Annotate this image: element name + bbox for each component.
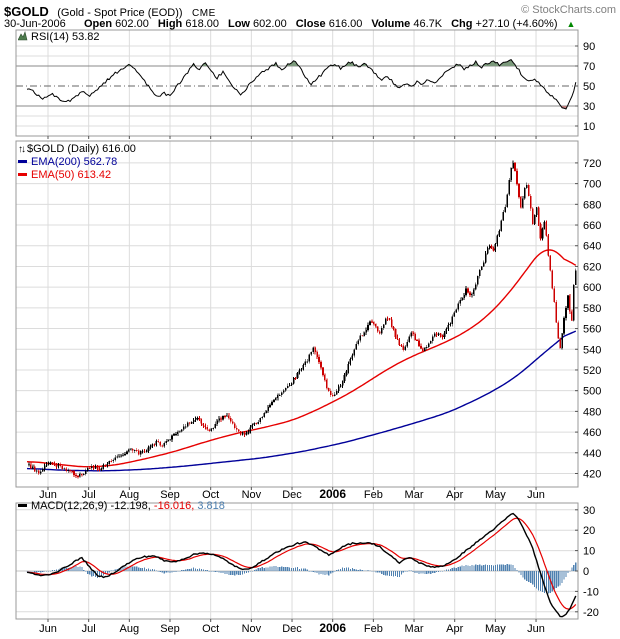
- x-axis-month-label: Jun: [39, 623, 57, 635]
- ema50-legend-row: EMA(50) 613.42: [18, 169, 136, 182]
- x-axis-month-label: May: [485, 623, 506, 635]
- rsi-legend: RSI(14) 53.82: [17, 31, 100, 44]
- x-axis-month-label: Feb: [364, 623, 383, 635]
- x-axis-month-label: Nov: [242, 623, 262, 635]
- y-axis-tick: -20: [583, 607, 599, 619]
- y-axis-tick: 680: [583, 199, 601, 211]
- y-axis-tick: 560: [583, 324, 601, 336]
- candlesticks: [28, 160, 577, 479]
- y-axis-tick: 600: [583, 282, 601, 294]
- rsi-plot: 90 70 50 30 10: [15, 29, 595, 139]
- x-axis-month-label: Dec: [282, 623, 302, 635]
- ema200-line-swatch: [18, 159, 27, 163]
- price-legend-row: ↑↓ $GOLD (Daily) 616.00: [18, 143, 136, 156]
- y-axis-tick: 500: [583, 386, 601, 398]
- quote-field: Chg +27.10 (+4.60%): [451, 18, 558, 30]
- x-axis-month-label: Oct: [202, 623, 219, 635]
- x-axis-month-label: Apr: [446, 489, 463, 501]
- y-axis-tick: 620: [583, 261, 601, 273]
- x-axis-labels-bottom: Jun Jul Aug Sep Oct Nov Dec 2006 Feb Mar Apr May Jun: [39, 621, 545, 635]
- quote-field: Open 602.00: [84, 18, 149, 30]
- quote-field: High 618.00: [157, 18, 219, 30]
- ticker-symbol: $GOLD: [4, 4, 49, 19]
- candlestick-type-icon: ↑↓: [18, 144, 26, 155]
- y-axis-tick: 640: [583, 241, 601, 253]
- stockcharts-credit-link[interactable]: © StockCharts.com: [521, 4, 616, 16]
- macd-plot: 30 20 10 0 -10 -20: [15, 502, 599, 622]
- x-axis-month-label: May: [485, 489, 506, 501]
- y-axis-tick: 700: [583, 179, 601, 191]
- y-axis-tick: 460: [583, 427, 601, 439]
- x-axis-month-label: Sep: [160, 623, 180, 635]
- x-axis-month-label: Mar: [405, 489, 424, 501]
- y-axis-tick: -10: [583, 586, 599, 598]
- y-axis-tick: 520: [583, 365, 601, 377]
- y-axis-tick: 420: [583, 469, 601, 481]
- quote-field: Volume 46.7K: [371, 18, 443, 30]
- x-axis-month-label: Jul: [82, 489, 96, 501]
- y-axis-tick: 440: [583, 448, 601, 460]
- x-axis-month-label: 2006: [319, 487, 346, 501]
- y-axis-tick: 30: [583, 505, 595, 517]
- x-axis-month-label: Feb: [364, 489, 383, 501]
- price-plot: 720 700 680 660 640 620 600 580 560 540 520 500 480 4…: [15, 140, 601, 490]
- x-axis-month-label: Oct: [202, 489, 219, 501]
- ema50-legend-label: EMA(50) 613.42: [31, 169, 112, 181]
- exchange-label: CME: [192, 8, 216, 19]
- x-axis-month-label: Apr: [446, 623, 463, 635]
- x-axis-month-label: Dec: [282, 489, 302, 501]
- macd-histogram: [26, 562, 577, 594]
- x-axis-month-label: Jun: [527, 623, 545, 635]
- x-axis-month-label: Sep: [160, 489, 180, 501]
- y-axis-tick: 540: [583, 344, 601, 356]
- x-axis-month-label: Jul: [82, 623, 96, 635]
- x-axis-month-label: Aug: [120, 623, 140, 635]
- macd-line-swatch: [18, 503, 27, 507]
- quote-date: 30-Jun-2006: [4, 18, 66, 30]
- rsi-mountain-icon: [17, 31, 28, 41]
- quote-fields: Open 602.00 High 618.00 Low 602.00 Close 61…: [84, 18, 567, 30]
- y-axis-tick: 90: [583, 41, 595, 53]
- rsi-legend-label: RSI(14) 53.82: [31, 31, 100, 43]
- y-axis-tick: 30: [583, 101, 595, 113]
- ema200-legend-label: EMA(200) 562.78: [31, 156, 118, 168]
- instrument-name: (Gold - Spot Price (EOD)): [57, 7, 183, 19]
- ema200-legend-row: EMA(200) 562.78: [18, 156, 136, 169]
- y-axis-tick: 20: [583, 525, 595, 537]
- x-axis-month-label: Jun: [39, 489, 57, 501]
- x-axis-month-label: Aug: [120, 489, 140, 501]
- x-axis-labels-mid: Jun Jul Aug Sep Oct Nov Dec 2006 Feb Mar Apr May Jun: [39, 487, 545, 501]
- signal-value: -16.016,: [153, 500, 195, 512]
- y-axis-tick: 580: [583, 303, 601, 315]
- change-up-arrow: ▲: [566, 19, 576, 29]
- y-axis-tick: 10: [583, 546, 595, 558]
- price-legend-label: $GOLD (Daily) 616.00: [27, 143, 136, 155]
- x-axis-month-label: 2006: [319, 621, 346, 635]
- x-axis-month-label: Mar: [405, 623, 424, 635]
- quote-line: 30-Jun-2006 Open 602.00 High 618.00 Low 602…: [4, 18, 616, 31]
- ema50-line-swatch: [18, 172, 27, 176]
- histogram-value: 3.818: [197, 500, 225, 512]
- y-axis-tick: 660: [583, 220, 601, 232]
- chart-header: $GOLD (Gold - Spot Price (EOD)) CME © St…: [4, 3, 616, 19]
- y-axis-tick: 720: [583, 158, 601, 170]
- x-axis-month-label: Nov: [242, 489, 262, 501]
- macd-legend: MACD(12,26,9) -12.198, -16.016, 3.818: [18, 500, 225, 513]
- macd-value: -12.198,: [110, 500, 151, 512]
- quote-field: Low 602.00: [227, 18, 287, 30]
- quote-field: Close 616.00: [295, 18, 363, 30]
- price-legend: ↑↓ $GOLD (Daily) 616.00 EMA(200) 562.78 E…: [18, 143, 136, 182]
- macd-legend-label: MACD(12,26,9): [31, 500, 108, 512]
- y-axis-tick: 0: [583, 566, 589, 578]
- x-axis-month-label: Jun: [527, 489, 545, 501]
- y-axis-tick: 50: [583, 81, 595, 93]
- y-axis-tick: 480: [583, 406, 601, 418]
- y-axis-tick: 10: [583, 121, 595, 133]
- y-axis-tick: 70: [583, 61, 595, 73]
